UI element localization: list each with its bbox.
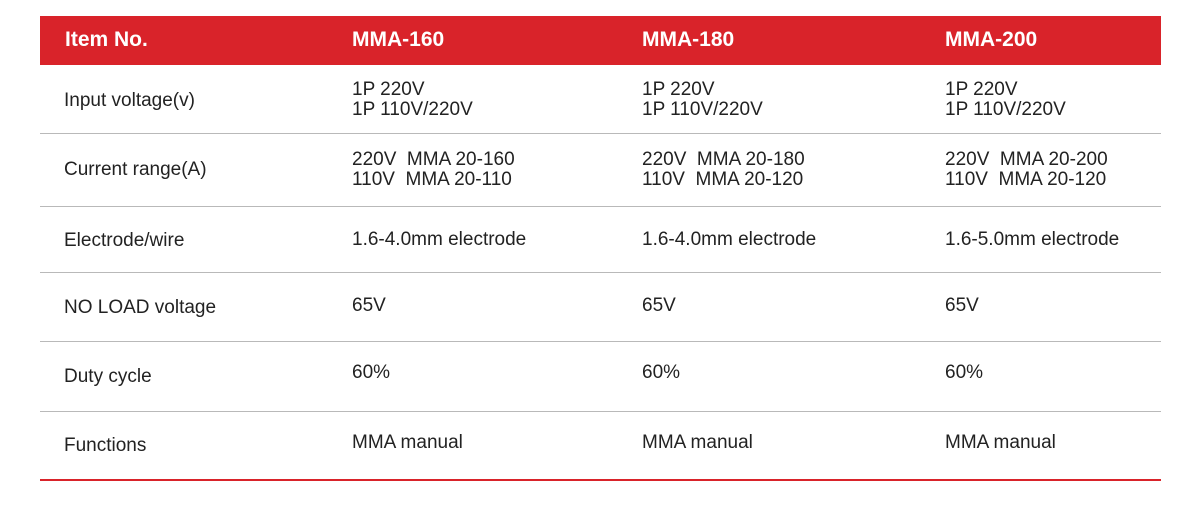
header-model-3: MMA-200: [945, 28, 1038, 51]
table-row: Electrode/wire 1.6-4.0mm electrode 1.6-4…: [40, 207, 1161, 273]
table-cell: 1.6-4.0mm electrode: [352, 229, 527, 250]
cell-line: 220V MMA 20-160: [352, 149, 515, 170]
row-label: Duty cycle: [64, 366, 152, 387]
cell-line: 1P 110V/220V: [352, 99, 473, 120]
row-label: Electrode/wire: [64, 230, 185, 251]
table-cell: 65V: [352, 295, 386, 316]
table-cell: 220V MMA 20-160 110V MMA 20-110: [352, 150, 515, 190]
table-cell: 60%: [352, 362, 391, 383]
table-cell: 220V MMA 20-200 110V MMA 20-120: [945, 150, 1108, 190]
cell-line: 110V MMA 20-120: [945, 169, 1107, 190]
table-cell: 1.6-5.0mm electrode: [945, 229, 1120, 250]
spec-table: Item No. MMA-160 MMA-180 MMA-200 Input v…: [40, 16, 1161, 476]
cell-line: 1P 220V: [352, 79, 425, 100]
table-row: Input voltage(v) 1P 220V 1P 110V/220V 1P…: [40, 65, 1161, 134]
table-cell: MMA manual: [945, 432, 1056, 453]
table-cell: 1P 220V 1P 110V/220V: [945, 80, 1066, 120]
cell-line: 1P 110V/220V: [642, 99, 763, 120]
header-item-label: Item No.: [65, 28, 148, 51]
table-header: Item No. MMA-160 MMA-180 MMA-200: [40, 16, 1161, 65]
cell-line: 1P 220V: [642, 79, 715, 100]
cell-line: 1P 220V: [945, 79, 1018, 100]
table-cell: 65V: [945, 295, 979, 316]
cell-line: 110V MMA 20-120: [642, 169, 804, 190]
table-row: Functions MMA manual MMA manual MMA manu…: [40, 412, 1161, 476]
cell-line: 1P 110V/220V: [945, 99, 1066, 120]
header-model-2: MMA-180: [642, 28, 735, 51]
table-cell: 60%: [945, 362, 984, 383]
table-cell: MMA manual: [352, 432, 463, 453]
cell-line: 110V MMA 20-110: [352, 169, 512, 190]
table-row: NO LOAD voltage 65V 65V 65V: [40, 273, 1161, 342]
table-cell: MMA manual: [642, 432, 753, 453]
table-cell: 65V: [642, 295, 676, 316]
cell-line: 220V MMA 20-180: [642, 149, 805, 170]
row-label: Functions: [64, 435, 147, 456]
table-cell: 1P 220V 1P 110V/220V: [352, 80, 473, 120]
table-cell: 1P 220V 1P 110V/220V: [642, 80, 763, 120]
row-label: Input voltage(v): [64, 90, 195, 111]
table-bottom-rule: [40, 479, 1161, 481]
row-label: NO LOAD voltage: [64, 297, 217, 318]
table-cell: 60%: [642, 362, 681, 383]
table-row: Current range(A) 220V MMA 20-160 110V MM…: [40, 134, 1161, 207]
header-model-1: MMA-160: [352, 28, 445, 51]
cell-line: 220V MMA 20-200: [945, 149, 1108, 170]
table-row: Duty cycle 60% 60% 60%: [40, 342, 1161, 412]
row-label: Current range(A): [64, 159, 207, 180]
table-cell: 220V MMA 20-180 110V MMA 20-120: [642, 150, 805, 190]
table-cell: 1.6-4.0mm electrode: [642, 229, 817, 250]
